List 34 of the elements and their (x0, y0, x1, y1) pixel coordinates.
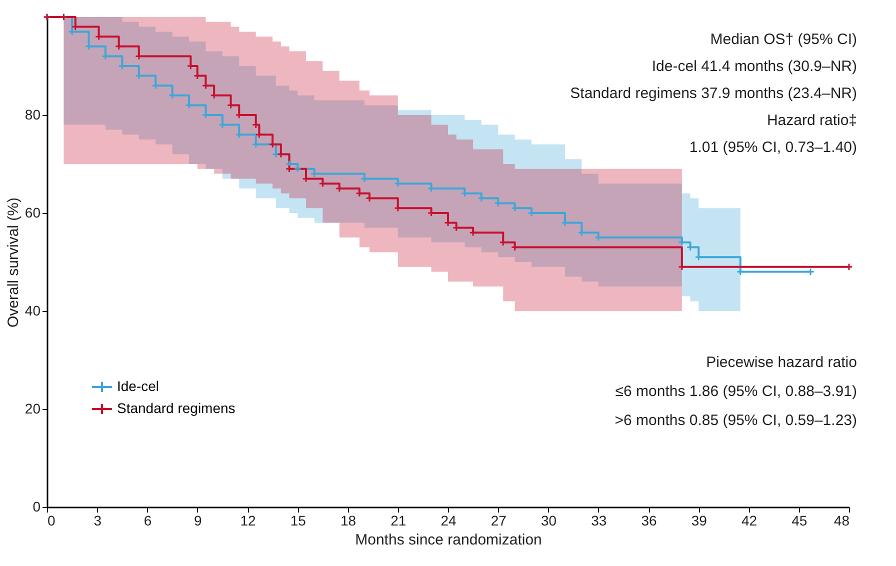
x-tick-label: 24 (440, 512, 456, 528)
legend-label: Standard regimens (117, 400, 236, 416)
x-tick-label: 33 (591, 512, 607, 528)
y-tick-label: 80 (24, 106, 41, 122)
annotation: ≤6 months 1.86 (95% CI, 0.88–3.91) (615, 383, 857, 400)
x-tick-label: 48 (834, 512, 850, 528)
x-tick-label: 3 (94, 512, 102, 528)
x-tick-label: 18 (340, 512, 356, 528)
annotation: Hazard ratio‡ (766, 112, 857, 129)
x-tick-label: 42 (741, 512, 758, 528)
y-tick-label: 40 (24, 302, 41, 318)
x-tick-label: 9 (194, 512, 202, 528)
y-tick-label: 20 (24, 400, 41, 416)
annotation: Standard regimens 37.9 months (23.4–NR) (570, 85, 857, 102)
y-tick-label: 0 (32, 498, 41, 514)
x-tick-label: 12 (240, 512, 256, 528)
x-tick-label: 0 (48, 512, 56, 528)
annotation: Ide-cel 41.4 months (30.9–NR) (652, 58, 857, 75)
x-tick-label: 15 (290, 512, 306, 528)
x-tick-label: 39 (691, 512, 708, 528)
x-axis-title: Months since randomization (355, 532, 542, 548)
x-tick-label: 27 (490, 512, 507, 528)
annotation: 1.01 (95% CI, 0.73–1.40) (689, 139, 858, 156)
x-tick-label: 21 (390, 512, 406, 528)
legend-label: Ide-cel (117, 378, 160, 394)
x-tick-label: 45 (792, 512, 808, 528)
x-tick-label: 36 (641, 512, 657, 528)
y-axis-title: Overall survival (%) (4, 197, 22, 328)
x-tick-label: 6 (144, 512, 152, 528)
annotation: Median OS† (95% CI) (710, 31, 857, 48)
y-tick-label: 60 (24, 204, 41, 220)
annotation: >6 months 0.85 (95% CI, 0.59–1.23) (614, 412, 858, 429)
x-tick-label: 30 (540, 512, 557, 528)
annotation: Piecewise hazard ratio (706, 354, 857, 371)
